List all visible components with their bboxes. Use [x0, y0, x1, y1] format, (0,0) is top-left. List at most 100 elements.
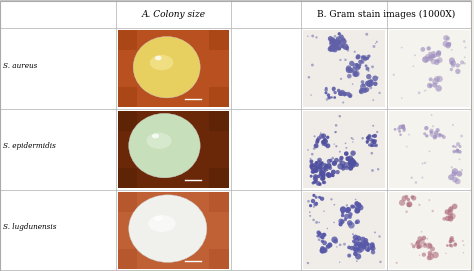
Circle shape [373, 82, 378, 86]
Circle shape [372, 139, 375, 142]
Circle shape [340, 206, 346, 213]
Circle shape [320, 172, 324, 177]
Circle shape [334, 42, 339, 47]
Circle shape [423, 244, 427, 248]
Circle shape [334, 35, 337, 38]
Circle shape [344, 214, 349, 219]
Circle shape [317, 158, 322, 163]
Circle shape [355, 63, 359, 66]
Circle shape [346, 49, 349, 51]
Circle shape [421, 177, 423, 179]
Circle shape [332, 161, 337, 166]
Circle shape [358, 246, 365, 252]
Circle shape [463, 244, 465, 246]
Circle shape [322, 233, 327, 237]
Circle shape [448, 216, 454, 222]
Circle shape [416, 240, 420, 244]
Circle shape [340, 90, 345, 95]
Circle shape [407, 198, 410, 201]
Circle shape [323, 170, 326, 173]
Circle shape [362, 241, 367, 246]
Circle shape [372, 76, 378, 81]
Circle shape [342, 101, 344, 104]
Circle shape [455, 69, 461, 74]
Circle shape [426, 238, 428, 240]
Circle shape [314, 135, 316, 137]
Circle shape [398, 125, 403, 129]
Circle shape [353, 246, 359, 253]
Circle shape [459, 159, 460, 160]
Circle shape [453, 243, 457, 247]
Circle shape [452, 124, 454, 126]
Circle shape [450, 60, 456, 66]
Circle shape [420, 47, 425, 52]
Circle shape [353, 63, 358, 69]
Circle shape [428, 199, 430, 201]
Bar [209, 192, 229, 212]
Circle shape [459, 64, 461, 66]
Circle shape [338, 115, 341, 117]
Circle shape [442, 217, 446, 221]
Circle shape [336, 38, 339, 41]
Circle shape [322, 180, 326, 184]
Circle shape [341, 44, 345, 48]
Circle shape [318, 233, 323, 238]
Circle shape [311, 153, 314, 156]
Circle shape [423, 243, 427, 246]
Circle shape [374, 144, 378, 147]
Circle shape [343, 162, 349, 168]
Circle shape [322, 233, 325, 236]
Circle shape [421, 162, 424, 164]
Circle shape [337, 32, 341, 36]
Circle shape [419, 238, 425, 244]
Circle shape [313, 174, 318, 179]
Circle shape [359, 60, 361, 62]
Circle shape [329, 40, 333, 44]
Circle shape [323, 211, 325, 212]
Circle shape [313, 170, 317, 173]
Circle shape [353, 245, 356, 249]
Circle shape [354, 241, 358, 246]
Circle shape [456, 171, 462, 177]
Circle shape [310, 159, 313, 163]
Circle shape [449, 240, 452, 243]
Circle shape [422, 253, 426, 257]
Circle shape [314, 179, 318, 183]
Circle shape [319, 172, 323, 176]
Circle shape [452, 204, 457, 209]
Circle shape [455, 178, 461, 184]
Circle shape [360, 237, 365, 242]
Circle shape [355, 253, 361, 260]
Circle shape [354, 162, 359, 167]
Circle shape [317, 234, 319, 237]
Circle shape [311, 64, 314, 66]
Circle shape [458, 150, 462, 154]
Circle shape [361, 244, 365, 247]
Circle shape [370, 247, 374, 251]
Circle shape [371, 250, 375, 254]
Circle shape [428, 55, 432, 59]
Circle shape [425, 90, 427, 91]
Circle shape [339, 160, 346, 166]
Circle shape [319, 221, 320, 223]
Circle shape [360, 88, 364, 92]
Circle shape [401, 125, 405, 128]
Circle shape [342, 91, 346, 96]
Circle shape [369, 80, 374, 86]
Circle shape [319, 170, 323, 173]
Circle shape [314, 166, 319, 170]
Circle shape [321, 176, 326, 180]
Circle shape [356, 247, 363, 253]
Text: S. lugdunensis: S. lugdunensis [3, 223, 56, 231]
Circle shape [366, 136, 370, 140]
Circle shape [318, 196, 321, 199]
Circle shape [435, 85, 442, 92]
Circle shape [325, 91, 328, 94]
Circle shape [423, 132, 426, 135]
Circle shape [371, 152, 373, 154]
Circle shape [462, 240, 464, 242]
Circle shape [443, 41, 448, 47]
Circle shape [376, 41, 378, 43]
Circle shape [314, 167, 317, 170]
Circle shape [313, 176, 318, 182]
